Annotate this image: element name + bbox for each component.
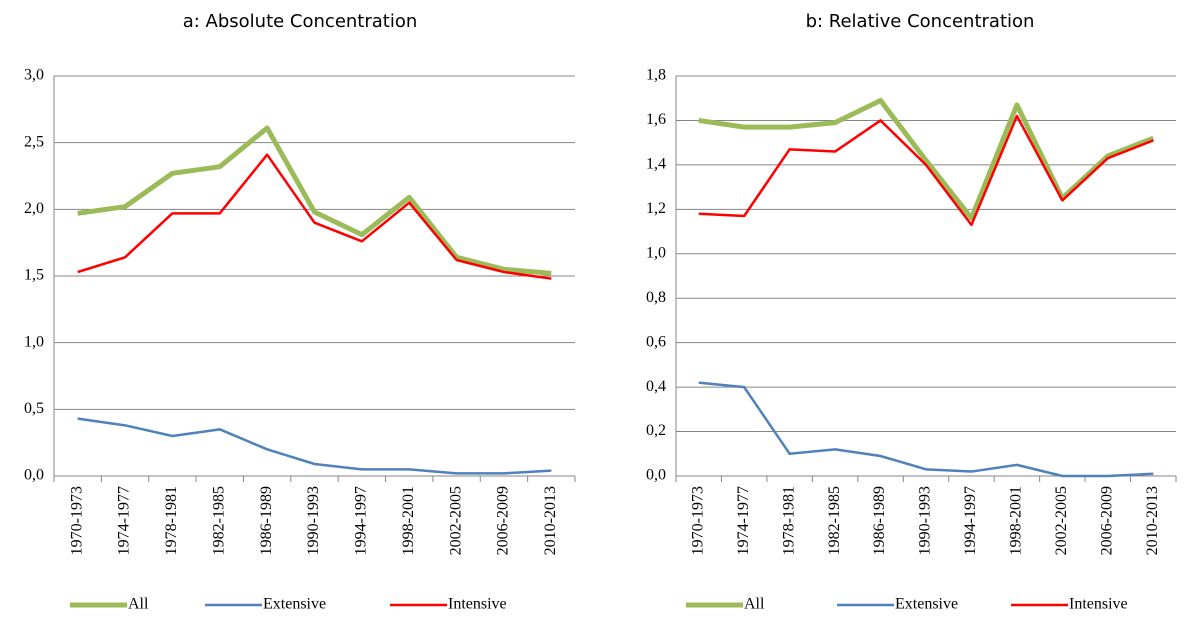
y-tick-label: 1,0 xyxy=(646,244,666,261)
series-line xyxy=(698,381,1154,478)
legend-label: Intensive xyxy=(448,596,507,613)
x-tick-label: 1994-1997 xyxy=(962,486,979,555)
series-line xyxy=(698,114,1154,227)
y-tick-label: 3,0 xyxy=(24,67,44,84)
y-tick-label: 1,6 xyxy=(646,111,666,128)
x-tick-label: 2006-2009 xyxy=(495,486,512,555)
x-tick-label: 1970-1973 xyxy=(68,486,85,555)
legend-label: Intensive xyxy=(1069,596,1128,613)
x-tick-label: 1994-1997 xyxy=(353,486,370,555)
series-line xyxy=(77,125,552,276)
y-tick-label: 1,2 xyxy=(646,200,666,217)
x-tick-label: 1974-1977 xyxy=(116,486,133,555)
series-line xyxy=(77,153,552,280)
legend-label: All xyxy=(744,596,765,613)
y-tick-label: 0,4 xyxy=(646,378,666,395)
y-tick-label: 0,8 xyxy=(646,289,666,306)
y-tick-label: 2,5 xyxy=(24,133,44,150)
chart-title: a: Absolute Concentration xyxy=(183,11,418,32)
x-tick-label: 1978-1981 xyxy=(780,486,797,555)
x-tick-label: 1990-1993 xyxy=(917,486,934,555)
x-tick-label: 2006-2009 xyxy=(1098,486,1115,555)
y-tick-label: 1,0 xyxy=(24,333,44,350)
legend-label: All xyxy=(128,596,149,613)
y-tick-label: 1,8 xyxy=(646,67,666,84)
x-tick-label: 2010-2013 xyxy=(1144,486,1161,555)
x-tick-label: 1982-1985 xyxy=(826,486,843,555)
series-line xyxy=(698,97,1155,221)
chart-title: b: Relative Concentration xyxy=(806,11,1035,32)
x-tick-label: 1970-1973 xyxy=(689,486,706,555)
x-tick-label: 1998-2001 xyxy=(400,486,417,555)
x-tick-label: 1986-1989 xyxy=(258,486,275,555)
legend-label: Extensive xyxy=(263,596,326,613)
y-tick-label: 0,5 xyxy=(24,400,44,417)
x-tick-label: 1978-1981 xyxy=(163,486,180,555)
y-tick-label: 0,0 xyxy=(646,467,666,484)
series-line xyxy=(77,417,552,475)
legend-label: Extensive xyxy=(895,596,958,613)
x-tick-label: 2002-2005 xyxy=(447,486,464,555)
x-tick-label: 2010-2013 xyxy=(542,486,559,555)
x-tick-label: 1990-1993 xyxy=(305,486,322,555)
y-tick-label: 1,4 xyxy=(646,156,666,173)
y-tick-label: 0,0 xyxy=(24,467,44,484)
y-tick-label: 0,6 xyxy=(646,333,666,350)
x-tick-label: 1998-2001 xyxy=(1008,486,1025,555)
y-tick-label: 1,5 xyxy=(24,267,44,284)
x-tick-label: 1986-1989 xyxy=(871,486,888,555)
y-tick-label: 0,2 xyxy=(646,422,666,439)
x-tick-label: 1982-1985 xyxy=(210,486,227,555)
y-tick-label: 2,0 xyxy=(24,200,44,217)
x-tick-label: 2002-2005 xyxy=(1053,486,1070,555)
x-tick-label: 1974-1977 xyxy=(735,486,752,555)
